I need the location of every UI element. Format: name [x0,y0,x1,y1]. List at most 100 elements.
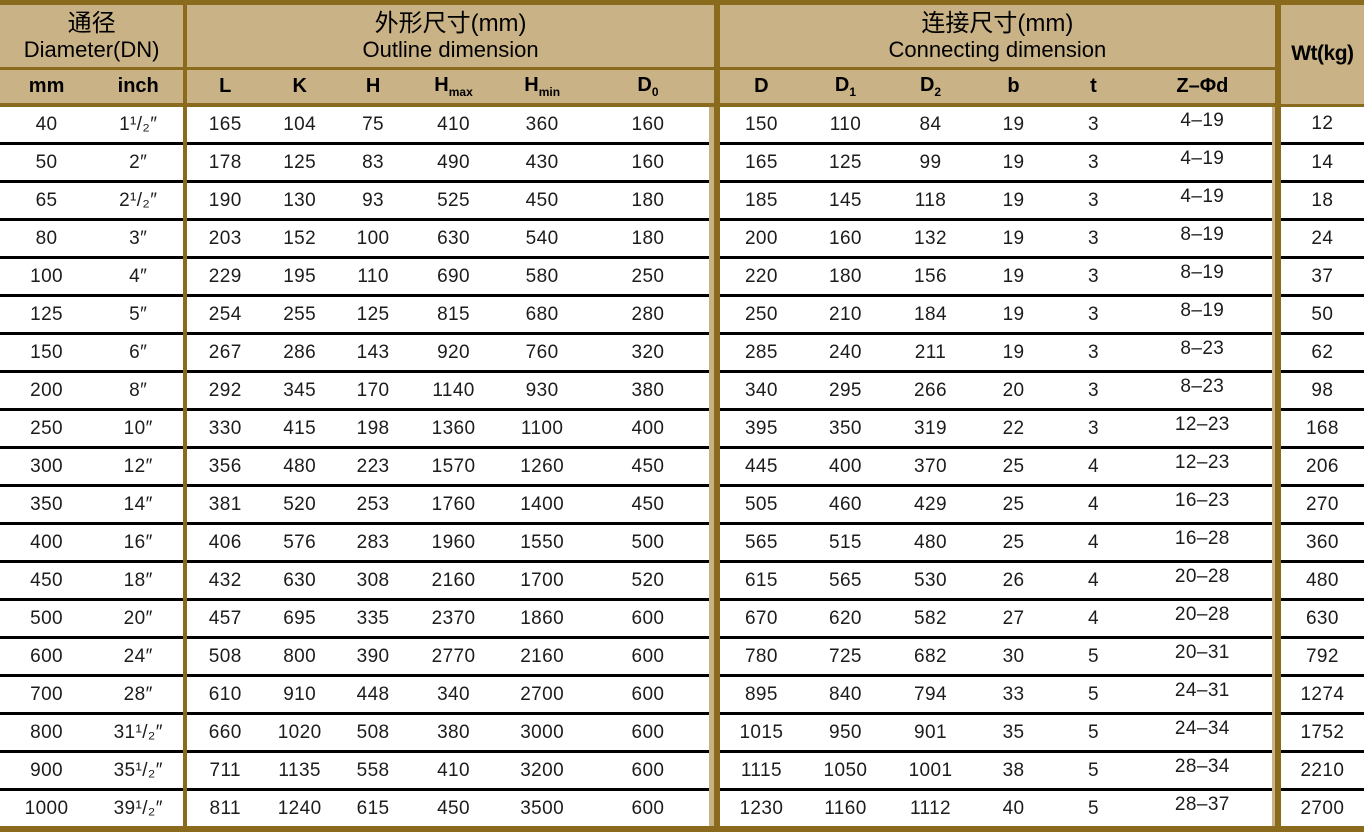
cell-b: 25 [973,523,1055,563]
cell-dn-inch: 20″ [93,599,188,639]
cell-hmax: 2770 [410,637,498,677]
col-header-d1: D1 [802,68,888,107]
section-divider [708,523,720,562]
cell-b: 38 [973,751,1055,791]
cell-hmax: 1960 [410,523,498,563]
cell-hmin: 1400 [497,485,588,525]
cell-d0: 450 [587,485,709,525]
cell-weight: 62 [1277,333,1364,373]
table-row: 100 4″ 229 195 110 690 580 250 220 180 156 19 3 8–19 3… [0,257,1364,297]
cell-d2: 794 [887,675,974,715]
cell-z-phi-d: 16–28 [1133,523,1272,563]
section-divider [1271,447,1281,486]
cell-z-phi-d: 20–31 [1133,637,1272,677]
col-header-d0: D0 [587,68,709,107]
group-title-zh: 连接尺寸(mm) [921,10,1074,38]
cell-weight: 1752 [1277,713,1364,753]
section-divider [708,333,720,372]
cell-b: 19 [973,295,1055,335]
cell-d2: 901 [887,713,974,753]
section-divider [1271,257,1281,296]
cell-weight: 50 [1277,295,1364,335]
cell-d: 565 [716,523,803,563]
cell-t: 5 [1054,751,1133,791]
cell-b: 19 [973,219,1055,259]
col-header-d: D [716,68,803,107]
col-header-l: L [185,68,264,107]
cell-d0: 450 [587,447,709,487]
cell-k: 286 [263,333,337,373]
table-row: 400 16″ 406 576 283 1960 1550 500 565 515 480 25 4 16… [0,523,1364,563]
cell-t: 3 [1054,333,1133,373]
cell-k: 630 [263,561,337,601]
cell-k: 910 [263,675,337,715]
table-row: 80 3″ 203 152 100 630 540 180 200 160 132 19 3 8–19 24 [0,219,1364,259]
cell-dn-mm: 50 [0,143,94,183]
cell-z-phi-d: 24–31 [1133,675,1272,715]
cell-l: 254 [185,295,264,335]
cell-k: 345 [263,371,337,411]
cell-d2: 682 [887,637,974,677]
group-header-connecting: 连接尺寸(mm) Connecting dimension [716,2,1281,70]
cell-l: 190 [185,181,264,221]
cell-d1: 1050 [802,751,888,791]
cell-l: 660 [185,713,264,753]
cell-k: 1240 [263,789,337,829]
cell-dn-mm: 700 [0,675,94,715]
cell-dn-mm: 40 [0,105,94,145]
cell-d1: 950 [802,713,888,753]
cell-hmax: 815 [410,295,498,335]
cell-h: 198 [336,409,411,449]
cell-dn-mm: 80 [0,219,94,259]
cell-z-phi-d: 8–19 [1133,219,1272,259]
cell-t: 4 [1054,561,1133,601]
cell-h: 390 [336,637,411,677]
table-row: 1000 39¹/₂″ 811 1240 615 450 3500 600 1230 1160 11… [0,789,1364,829]
cell-l: 610 [185,675,264,715]
cell-d2: 99 [887,143,974,183]
cell-weight: 2210 [1277,751,1364,791]
col-header-t: t [1054,68,1133,107]
cell-z-phi-d: 4–19 [1133,143,1272,183]
cell-h: 93 [336,181,411,221]
cell-h: 615 [336,789,411,829]
cell-dn-mm: 500 [0,599,94,639]
section-divider [708,409,720,448]
cell-d0: 500 [587,523,709,563]
cell-weight: 14 [1277,143,1364,183]
cell-weight: 1274 [1277,675,1364,715]
table-row: 450 18″ 432 630 308 2160 1700 520 615 565 530 26 4 20… [0,561,1364,601]
cell-d2: 370 [887,447,974,487]
cell-d2: 266 [887,371,974,411]
cell-t: 3 [1054,143,1133,183]
col-header-k: K [263,68,337,107]
cell-d0: 180 [587,219,709,259]
cell-dn-inch: 2″ [93,143,188,183]
cell-hmin: 3200 [497,751,588,791]
cell-weight: 18 [1277,181,1364,221]
cell-dn-inch: 28″ [93,675,188,715]
cell-dn-inch: 31¹/₂″ [93,713,188,753]
cell-dn-mm: 800 [0,713,94,753]
section-divider [708,295,720,334]
table-row: 900 35¹/₂″ 711 1135 558 410 3200 600 1115 1050 100… [0,751,1364,791]
section-divider [708,181,720,220]
cell-b: 25 [973,447,1055,487]
cell-z-phi-d: 12–23 [1133,409,1272,449]
cell-weight: 98 [1277,371,1364,411]
cell-d0: 400 [587,409,709,449]
cell-h: 223 [336,447,411,487]
cell-hmax: 1140 [410,371,498,411]
group-header-diameter: 通径 Diameter(DN) [0,2,188,70]
cell-l: 381 [185,485,264,525]
cell-hmax: 525 [410,181,498,221]
cell-d: 895 [716,675,803,715]
section-divider [708,447,720,486]
col-header-mm: mm [0,68,94,107]
cell-hmin: 580 [497,257,588,297]
cell-t: 5 [1054,789,1133,829]
table-row: 150 6″ 267 286 143 920 760 320 285 240 211 19 3 8–23 6… [0,333,1364,373]
cell-dn-inch: 14″ [93,485,188,525]
group-title-en: Outline dimension [362,36,539,62]
cell-t: 5 [1054,637,1133,677]
